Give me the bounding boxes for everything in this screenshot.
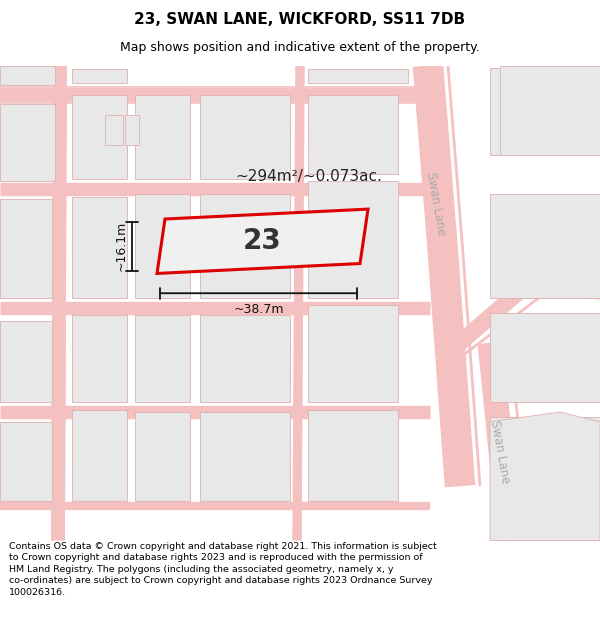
Text: 23, SWAN LANE, WICKFORD, SS11 7DB: 23, SWAN LANE, WICKFORD, SS11 7DB [134,12,466,27]
Text: Swan Lane: Swan Lane [488,419,512,484]
Bar [308,95,398,174]
Bar [308,410,398,501]
Bar [200,194,290,298]
Bar [0,321,52,402]
Polygon shape [490,412,600,541]
Bar [200,412,290,501]
Bar [490,68,600,154]
Text: ~38.7m: ~38.7m [233,303,284,316]
Bar [200,315,290,402]
Bar [0,66,55,86]
Bar [72,69,127,83]
Text: ~16.1m: ~16.1m [115,221,128,271]
Text: Contains OS data © Crown copyright and database right 2021. This information is : Contains OS data © Crown copyright and d… [9,542,437,597]
Bar [135,315,190,402]
Text: Swan Lane: Swan Lane [424,171,448,237]
Text: ~294m²/~0.073ac.: ~294m²/~0.073ac. [235,169,382,184]
Bar [490,417,600,501]
Bar [135,95,190,179]
Polygon shape [500,66,600,154]
Bar [200,95,290,179]
Bar [490,194,600,298]
Text: 23: 23 [243,228,282,255]
Bar [0,422,52,501]
Bar [72,198,127,298]
Polygon shape [157,209,368,274]
Bar [0,199,52,298]
Bar [0,104,55,181]
Bar [308,181,398,298]
Bar [125,115,139,145]
Bar [490,313,600,402]
Bar [135,194,190,298]
Bar [105,115,123,145]
Bar [72,410,127,501]
Bar [72,95,127,179]
Bar [72,315,127,402]
Bar [308,69,408,83]
Bar [308,305,398,402]
Bar [135,412,190,501]
Text: Map shows position and indicative extent of the property.: Map shows position and indicative extent… [120,41,480,54]
